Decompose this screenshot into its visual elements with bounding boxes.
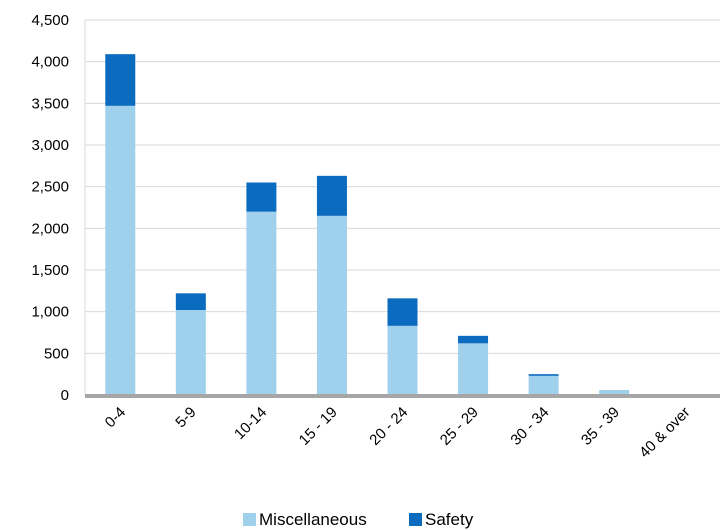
bar-miscellaneous-0	[105, 105, 136, 395]
y-axis-tick-labels: 0 500 1,000 1,500 2,000 2,500 3,000 3,500 4,000 4…	[31, 12, 69, 404]
x-axis-tick-labels: 0-4 5-9 10-14 15 - 19 20 - 24 25 - 29 30 - 34 3…	[102, 404, 694, 461]
x-tick-label: 20 - 24	[366, 404, 411, 449]
bar-safety-2	[246, 182, 277, 212]
x-tick-label: 40 & over	[636, 404, 693, 461]
x-tick-label: 30 - 34	[507, 404, 552, 449]
legend: Miscellaneous Safety	[243, 510, 474, 529]
bar-safety-1	[175, 293, 206, 310]
x-tick-label: 5-9	[172, 404, 199, 431]
y-tick-label: 1,000	[31, 304, 69, 321]
bar-miscellaneous-3	[316, 215, 347, 395]
y-tick-label: 500	[44, 345, 69, 362]
bar-miscellaneous-1	[175, 310, 206, 395]
bar-miscellaneous-7	[599, 390, 630, 395]
x-tick-label: 15 - 19	[296, 404, 341, 449]
x-tick-label: 0-4	[102, 404, 129, 431]
axes	[84, 20, 720, 398]
bar-safety-0	[105, 54, 136, 106]
bar-miscellaneous-5	[458, 343, 489, 395]
y-tick-label: 2,000	[31, 220, 69, 237]
legend-label-safety: Safety	[425, 510, 474, 529]
bar-safety-3	[316, 175, 347, 216]
legend-swatch-safety	[409, 513, 422, 526]
bar-safety-5	[458, 335, 489, 344]
legend-swatch-miscellaneous	[243, 513, 256, 526]
y-tick-label: 3,500	[31, 95, 69, 112]
bars	[105, 54, 700, 395]
x-tick-label: 25 - 29	[437, 404, 482, 449]
x-tick-label: 35 - 39	[578, 404, 623, 449]
y-tick-label: 0	[61, 387, 69, 404]
x-tick-label: 10-14	[231, 404, 270, 443]
bar-safety-4	[387, 298, 418, 326]
bar-miscellaneous-6	[528, 375, 559, 395]
y-tick-label: 1,500	[31, 262, 69, 279]
legend-label-miscellaneous: Miscellaneous	[259, 510, 367, 529]
y-tick-label: 4,500	[31, 12, 69, 29]
bar-miscellaneous-4	[387, 325, 418, 395]
y-tick-label: 3,000	[31, 137, 69, 154]
y-tick-label: 2,500	[31, 179, 69, 196]
bar-miscellaneous-2	[246, 211, 277, 395]
bar-safety-6	[528, 374, 559, 376]
y-tick-label: 4,000	[31, 54, 69, 71]
